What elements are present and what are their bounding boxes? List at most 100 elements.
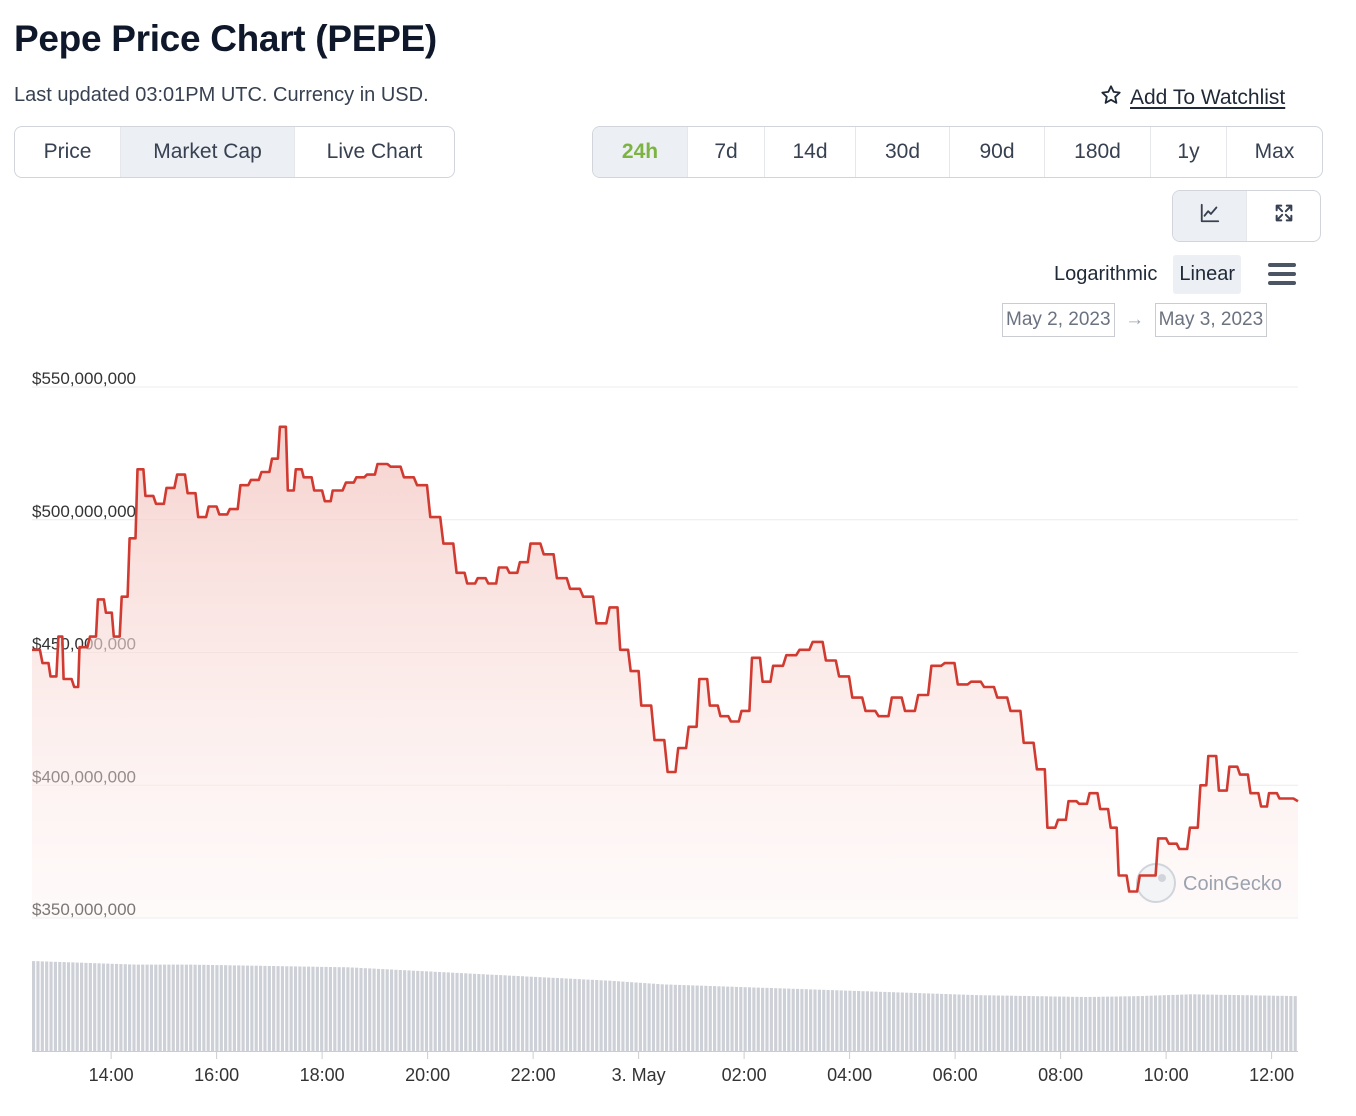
volume-bar bbox=[616, 981, 621, 1051]
volume-bar bbox=[909, 992, 913, 1051]
volume-bar bbox=[713, 986, 717, 1051]
volume-bar bbox=[896, 992, 900, 1051]
volume-bar bbox=[307, 966, 311, 1051]
volume-bar bbox=[53, 961, 57, 1051]
range-90d[interactable]: 90d bbox=[950, 127, 1045, 177]
x-tick-label: 06:00 bbox=[933, 1065, 978, 1085]
volume-bar bbox=[900, 992, 904, 1051]
volume-bar bbox=[66, 962, 71, 1051]
volume-bar bbox=[547, 977, 551, 1051]
volume-bar bbox=[638, 982, 642, 1051]
volume-bar bbox=[80, 962, 84, 1051]
volume-bar bbox=[966, 994, 970, 1051]
x-tick-label: 20:00 bbox=[405, 1065, 450, 1085]
date-from-input[interactable]: May 2, 2023 bbox=[1002, 303, 1115, 337]
volume-bar bbox=[1092, 996, 1096, 1051]
volume-bar bbox=[1289, 996, 1293, 1051]
volume-bar bbox=[931, 993, 935, 1051]
volume-bar bbox=[1193, 994, 1197, 1051]
x-tick-label: 04:00 bbox=[827, 1065, 872, 1085]
volume-bar bbox=[385, 969, 389, 1051]
volume-bar bbox=[625, 981, 629, 1051]
volume-bar bbox=[630, 982, 634, 1051]
volume-bar bbox=[472, 973, 477, 1051]
volume-bar bbox=[293, 966, 298, 1051]
volume-bar bbox=[1175, 994, 1179, 1051]
volume-bar bbox=[1228, 994, 1232, 1051]
expand-button[interactable] bbox=[1247, 191, 1320, 241]
volume-bar bbox=[665, 984, 669, 1051]
volume-bar bbox=[394, 969, 398, 1051]
range-14d[interactable]: 14d bbox=[765, 127, 856, 177]
volume-bar bbox=[787, 988, 791, 1051]
volume-bar bbox=[1097, 996, 1101, 1051]
volume-bar bbox=[245, 965, 250, 1051]
volume-bar bbox=[62, 962, 66, 1051]
volume-bar bbox=[1293, 996, 1297, 1051]
volume-bar bbox=[516, 976, 520, 1051]
range-1y[interactable]: 1y bbox=[1151, 127, 1227, 177]
tab-live-chart[interactable]: Live Chart bbox=[326, 140, 423, 163]
range-24h[interactable]: 24h bbox=[593, 127, 688, 177]
volume-bar bbox=[621, 981, 625, 1051]
volume-bar bbox=[341, 967, 346, 1051]
hamburger-menu-icon[interactable] bbox=[1266, 260, 1298, 288]
x-tick-label: 3. May bbox=[612, 1065, 666, 1085]
y-tick-label: $550,000,000 bbox=[32, 369, 136, 388]
volume-bar bbox=[905, 992, 909, 1051]
volume-bar bbox=[1062, 996, 1066, 1051]
volume-bar bbox=[599, 980, 603, 1051]
volume-bar bbox=[922, 993, 926, 1051]
volume-bar bbox=[302, 966, 306, 1051]
volume-bar bbox=[1180, 994, 1184, 1051]
volume-bar bbox=[259, 965, 263, 1051]
volume-bar bbox=[1005, 995, 1009, 1051]
volume-bar bbox=[1158, 995, 1162, 1051]
volume-bar bbox=[743, 987, 747, 1051]
volume-bar bbox=[206, 964, 210, 1051]
volume-bar bbox=[97, 963, 101, 1051]
scale-logarithmic[interactable]: Logarithmic bbox=[1054, 263, 1158, 285]
volume-bar bbox=[979, 995, 983, 1051]
range-180d[interactable]: 180d bbox=[1045, 127, 1151, 177]
volume-bar bbox=[734, 986, 739, 1051]
volume-bar bbox=[857, 991, 861, 1051]
volume-bar bbox=[171, 964, 175, 1051]
volume-bar bbox=[45, 961, 49, 1051]
volume-bar bbox=[568, 978, 573, 1051]
volume-bar bbox=[1197, 994, 1201, 1051]
volume-bar bbox=[1232, 995, 1236, 1051]
range-max[interactable]: Max bbox=[1254, 140, 1295, 163]
tab-price[interactable]: Price bbox=[15, 127, 121, 177]
volume-bar bbox=[769, 988, 773, 1051]
date-to-input[interactable]: May 3, 2023 bbox=[1154, 303, 1268, 337]
volume-bar bbox=[577, 979, 581, 1051]
x-tick-label: 02:00 bbox=[722, 1065, 767, 1085]
range-7d[interactable]: 7d bbox=[688, 127, 765, 177]
volume-bar bbox=[603, 980, 608, 1051]
volume-bar bbox=[1110, 996, 1114, 1051]
volume-bar bbox=[1009, 995, 1014, 1051]
tab-market-cap[interactable]: Market Cap bbox=[121, 127, 295, 177]
volume-bar bbox=[346, 967, 350, 1051]
market-cap-chart: $350,000,000$400,000,000$450,000,000$500… bbox=[32, 369, 1299, 1085]
volume-bar bbox=[106, 963, 110, 1051]
volume-bar bbox=[1066, 996, 1070, 1051]
volume-bar bbox=[232, 965, 236, 1051]
scale-linear[interactable]: Linear bbox=[1173, 255, 1241, 294]
volume-bar bbox=[739, 987, 743, 1051]
volume-bar bbox=[1267, 995, 1271, 1051]
add-to-watchlist-link[interactable]: Add To Watchlist bbox=[1100, 84, 1285, 112]
volume-bar bbox=[1114, 996, 1118, 1051]
volume-bar bbox=[184, 964, 188, 1051]
volume-bar bbox=[699, 985, 704, 1051]
star-icon bbox=[1100, 84, 1122, 112]
volume-bar bbox=[123, 964, 127, 1051]
volume-bar bbox=[162, 964, 167, 1051]
volume-bar bbox=[590, 979, 594, 1051]
line-chart-button[interactable] bbox=[1173, 191, 1247, 241]
volume-bar bbox=[350, 967, 354, 1051]
volume-bar bbox=[918, 993, 922, 1051]
volume-bar bbox=[1271, 995, 1275, 1051]
range-30d[interactable]: 30d bbox=[856, 127, 950, 177]
